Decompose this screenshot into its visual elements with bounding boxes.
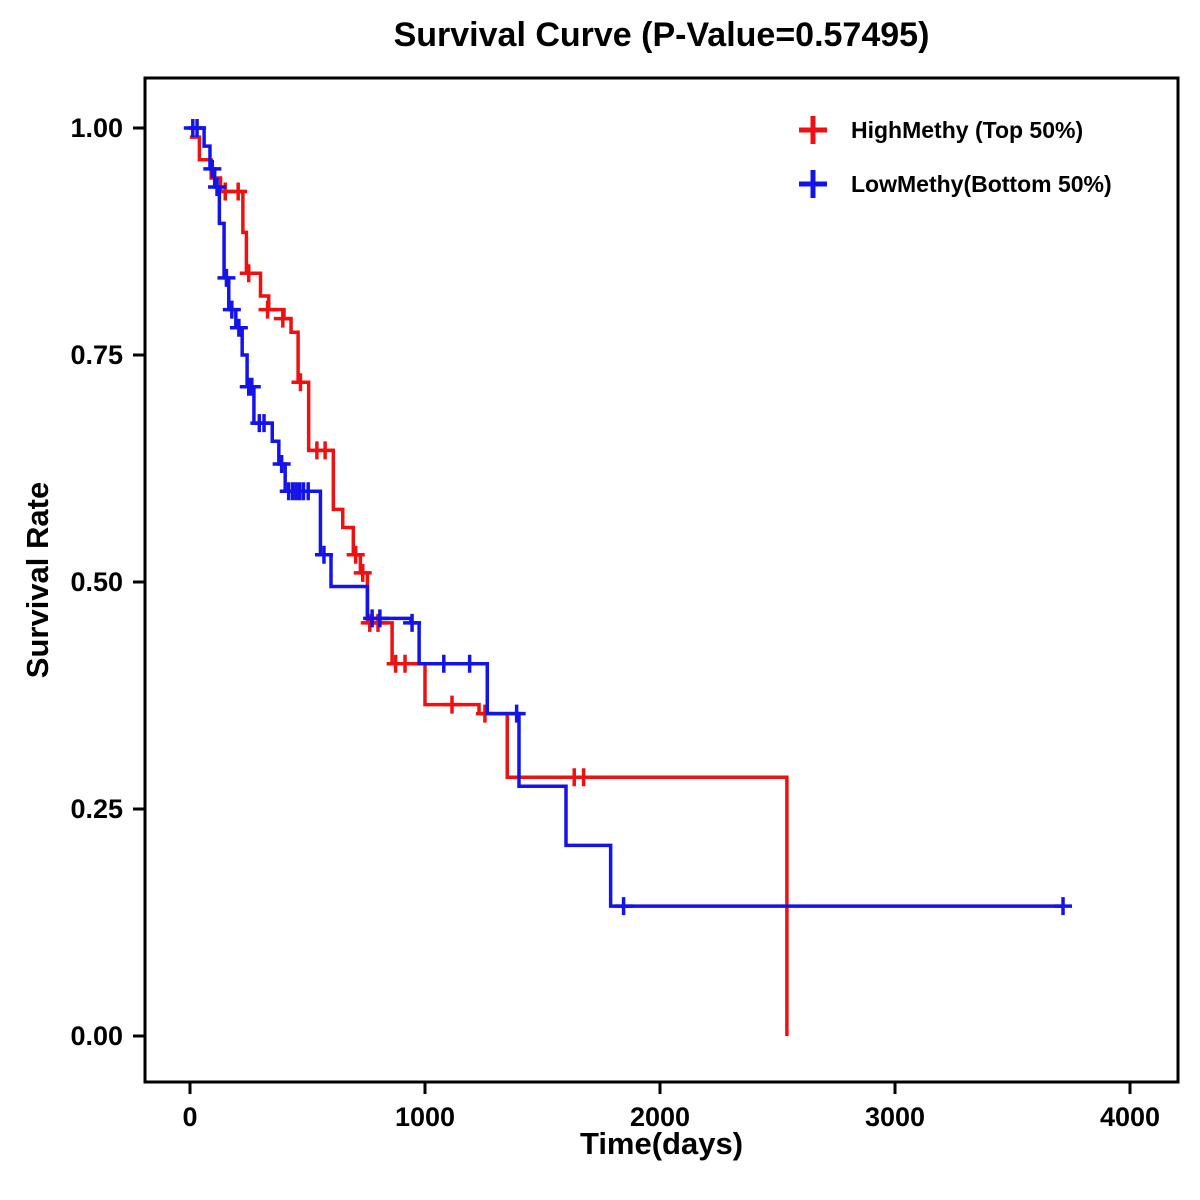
x-tick-label: 3000	[865, 1102, 925, 1132]
censor-mark	[460, 654, 479, 673]
censor-mark	[434, 654, 453, 673]
legend-label-lowmethy: LowMethy(Bottom 50%)	[851, 170, 1112, 197]
legend-item-highmethy: HighMethy (Top 50%)	[795, 110, 1112, 150]
censor-mark	[403, 613, 422, 632]
censor-mark	[299, 482, 318, 501]
survival-curve-lowmethy	[190, 126, 1065, 908]
y-tick-label: 0.25	[70, 794, 123, 824]
censor-mark	[255, 414, 274, 433]
survival-curve-highmethy	[190, 135, 789, 1036]
censor-mark	[203, 159, 222, 178]
censor-mark	[353, 563, 372, 582]
censor-mark	[273, 309, 292, 328]
censor-mark	[346, 545, 365, 564]
censor-mark	[272, 454, 291, 473]
censor-mark	[229, 318, 248, 337]
censor-mark	[396, 654, 415, 673]
chart-title: Survival Curve (P-Value=0.57495)	[393, 16, 930, 54]
legend: HighMethy (Top 50%) LowMethy(Bottom 50%)	[795, 110, 1112, 204]
legend-label-highmethy: HighMethy (Top 50%)	[851, 116, 1084, 143]
censor-mark	[258, 300, 277, 319]
x-tick-label: 1000	[395, 1102, 455, 1132]
censor-mark	[188, 119, 207, 137]
censor-mark	[229, 182, 248, 201]
censor-mark	[291, 373, 310, 392]
y-tick-label: 1.00	[70, 113, 123, 143]
censor-mark	[574, 768, 593, 787]
y-axis-label: Survival Rate	[20, 481, 55, 679]
censor-mark	[314, 545, 333, 564]
censor-mark	[614, 897, 633, 916]
censor-mark	[239, 264, 258, 283]
x-tick-label: 2000	[630, 1102, 690, 1132]
censor-mark	[316, 441, 335, 460]
plus-marker-icon	[799, 116, 827, 144]
censor-mark	[222, 300, 241, 319]
censor-mark	[507, 704, 526, 723]
censor-mark	[217, 268, 236, 287]
y-tick-label: 0.75	[70, 340, 123, 370]
x-tick-label: 0	[182, 1102, 197, 1132]
plus-marker-icon	[799, 170, 827, 198]
censor-mark	[208, 178, 227, 197]
y-tick-label: 0.00	[70, 1021, 123, 1051]
censor-mark	[370, 609, 389, 628]
x-tick-label: 4000	[1100, 1102, 1160, 1132]
censor-mark	[1054, 897, 1073, 916]
x-axis-label: Time(days)	[579, 1126, 744, 1161]
y-tick-label: 0.50	[70, 567, 123, 597]
plot-border	[143, 76, 1180, 1084]
censor-mark	[443, 695, 462, 714]
legend-item-lowmethy: LowMethy(Bottom 50%)	[795, 164, 1112, 204]
censor-mark	[242, 377, 261, 396]
